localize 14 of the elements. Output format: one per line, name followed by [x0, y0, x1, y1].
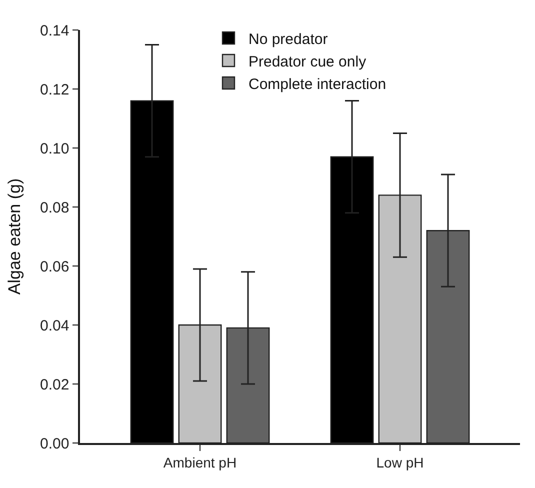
x-tick-label: Ambient pH: [163, 454, 237, 471]
y-tick-label: 0.10: [40, 140, 70, 158]
y-tick-label: 0.00: [40, 435, 70, 452]
y-tick-label: 0.06: [40, 258, 70, 276]
y-tick-label: 0.12: [40, 81, 70, 98]
legend-label: No predator: [248, 30, 328, 48]
legend-label: Predator cue only: [248, 53, 367, 70]
y-tick-label: 0.14: [40, 22, 70, 40]
legend-label: Complete interaction: [248, 76, 386, 93]
x-tick-label: Low pH: [376, 454, 424, 471]
y-tick-label: 0.08: [40, 199, 70, 216]
y-tick-label: 0.02: [40, 376, 70, 394]
y-tick-label: 0.04: [40, 317, 70, 334]
y-axis-title: Algae eaten (g): [5, 178, 24, 295]
